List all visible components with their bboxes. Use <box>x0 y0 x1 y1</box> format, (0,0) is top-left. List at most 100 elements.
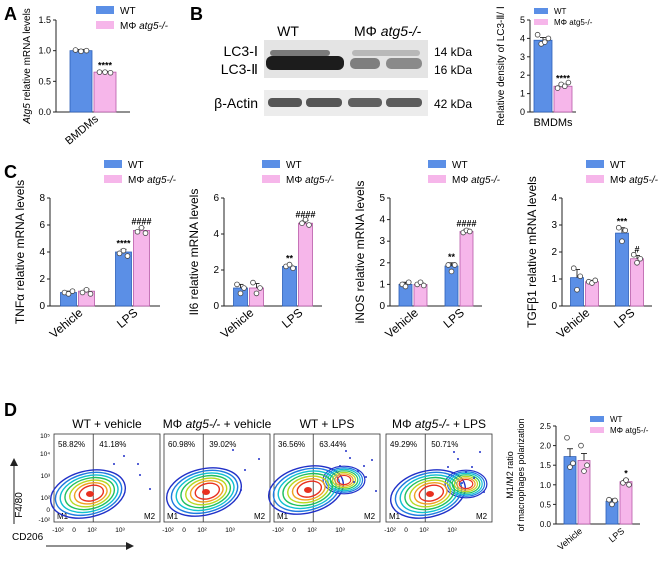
y-axis-label-gene: Atg5 <box>22 103 33 125</box>
legend: WT MΦ atg5-/- <box>586 160 659 186</box>
legend-label-ko-gene: atg5-/- <box>139 21 169 32</box>
legend-label-ko-gene: atg5-/- <box>305 175 335 186</box>
data-point <box>637 255 644 262</box>
flow-x-tick: 10² <box>87 527 97 534</box>
contour-core <box>304 487 312 493</box>
contour-ring <box>64 476 116 511</box>
category-label: LPS <box>279 306 305 331</box>
contour-density <box>166 449 260 517</box>
legend-label-ko: MΦ atg5-/- <box>120 21 169 32</box>
contour-ring <box>296 480 323 498</box>
m1-percent: 49.29% <box>390 440 417 449</box>
bar-wt-bmdms <box>69 50 93 113</box>
y-axis-label: Atg5 relative mRNA levels <box>22 8 33 125</box>
contour-ring <box>185 477 228 506</box>
y-tick-label: 2 <box>213 265 219 276</box>
data-point <box>578 442 584 449</box>
data-point <box>451 262 458 268</box>
flow-x-tick: -10² <box>52 527 64 534</box>
data-point <box>564 434 570 441</box>
legend-label-ko: MΦ atg5-/- <box>554 18 593 27</box>
data-point <box>234 281 240 288</box>
gate-m2-label: M2 <box>476 512 488 521</box>
panel-label-a: A <box>4 4 17 24</box>
data-point <box>612 497 618 504</box>
contour-ring-secondary <box>327 468 361 492</box>
data-point <box>402 283 409 290</box>
y-tick-label: 4 <box>379 215 385 226</box>
blot-size-42: 42 kDa <box>434 97 472 111</box>
flow-plot-title: WT + vehicle <box>72 417 142 431</box>
legend-swatch-ko <box>586 175 604 183</box>
flow-x-tick: 10³ <box>115 527 125 534</box>
contour-ring <box>413 481 448 505</box>
data-point <box>142 230 149 236</box>
y-tick-label: 2 <box>551 247 557 258</box>
contour-ring-secondary <box>334 473 354 487</box>
data-point <box>124 253 131 259</box>
data-point <box>107 69 114 76</box>
flow-x-tick: 10³ <box>225 527 235 534</box>
bar-ko-lps <box>630 258 644 307</box>
data-point <box>134 228 141 235</box>
contour-density <box>268 450 377 515</box>
flow-y-axis-label: F4/80 <box>14 492 25 518</box>
m1-percent: 60.98% <box>168 440 195 449</box>
legend-swatch-wt <box>586 160 604 168</box>
y-axis-label-rest: relative mRNA levels <box>22 8 33 103</box>
event-dot <box>240 489 242 491</box>
flow-y-arrowhead <box>10 458 18 466</box>
contour-density <box>50 455 151 519</box>
event-dot <box>349 457 351 459</box>
data-point <box>622 227 629 234</box>
event-dot <box>375 490 377 492</box>
data-point <box>79 289 86 296</box>
panel-label-b: B <box>190 4 203 24</box>
gate-m1-label: M1 <box>167 512 179 521</box>
data-point <box>567 464 573 470</box>
data-point <box>138 224 145 231</box>
data-point <box>545 35 552 42</box>
flow-x-tick: -10² <box>384 527 396 534</box>
flow-x-tick: 10³ <box>335 527 345 534</box>
y-tick-label: 2.0 <box>540 442 552 451</box>
data-point <box>96 69 103 75</box>
data-point <box>87 291 94 297</box>
category-label: LPS <box>611 306 637 331</box>
data-point <box>83 286 90 293</box>
contour-ring <box>418 484 445 502</box>
gate-m2-label: M2 <box>144 512 156 521</box>
y-tick-label: 0.0 <box>540 520 552 529</box>
data-point <box>584 462 590 469</box>
significance-label: #### <box>295 210 315 220</box>
significance-label: #### <box>131 217 151 227</box>
event-dot <box>363 465 365 467</box>
legend-label-ko-gene: atg5-/- <box>471 175 501 186</box>
contour-ring-secondary <box>329 470 359 490</box>
contour-ring <box>390 469 466 519</box>
event-dot <box>139 474 141 476</box>
legend-label-ko: MΦ atg5-/- <box>286 175 335 186</box>
legend-label-ko-prefix: MΦ <box>452 175 471 186</box>
contour-ring <box>282 472 334 507</box>
data-point <box>302 216 309 223</box>
significance-label: **** <box>116 238 131 248</box>
flow-x-tick: 0 <box>72 527 76 534</box>
data-point <box>606 496 612 503</box>
category-label: LPS <box>607 526 626 545</box>
data-point <box>565 79 572 86</box>
significance-label: **** <box>556 73 571 83</box>
blot-row-actin: β-Actin <box>214 95 258 111</box>
event-dot <box>339 465 341 467</box>
flow-title-suffix: + LPS <box>450 417 486 431</box>
m2-percent: 50.71% <box>431 440 458 449</box>
legend-swatch-wt <box>262 160 280 168</box>
data-point <box>570 460 576 467</box>
blot-col-ko: MΦ atg5-/- <box>354 23 422 39</box>
flow-plot-2: MΦ atg5-/- + vehicle 60.98% 39.02% M1 M2 -10²… <box>162 417 271 534</box>
chart-c2: 0 2 4 6 Il6 relative mRNA levels Vehicle ** ###… <box>187 160 335 341</box>
legend: WT MΦ atg5-/- <box>428 160 501 186</box>
legend-label-ko: MΦ atg5-/- <box>610 175 659 186</box>
y-tick-label: 0.5 <box>540 500 552 509</box>
significance-label: *** <box>617 217 628 227</box>
